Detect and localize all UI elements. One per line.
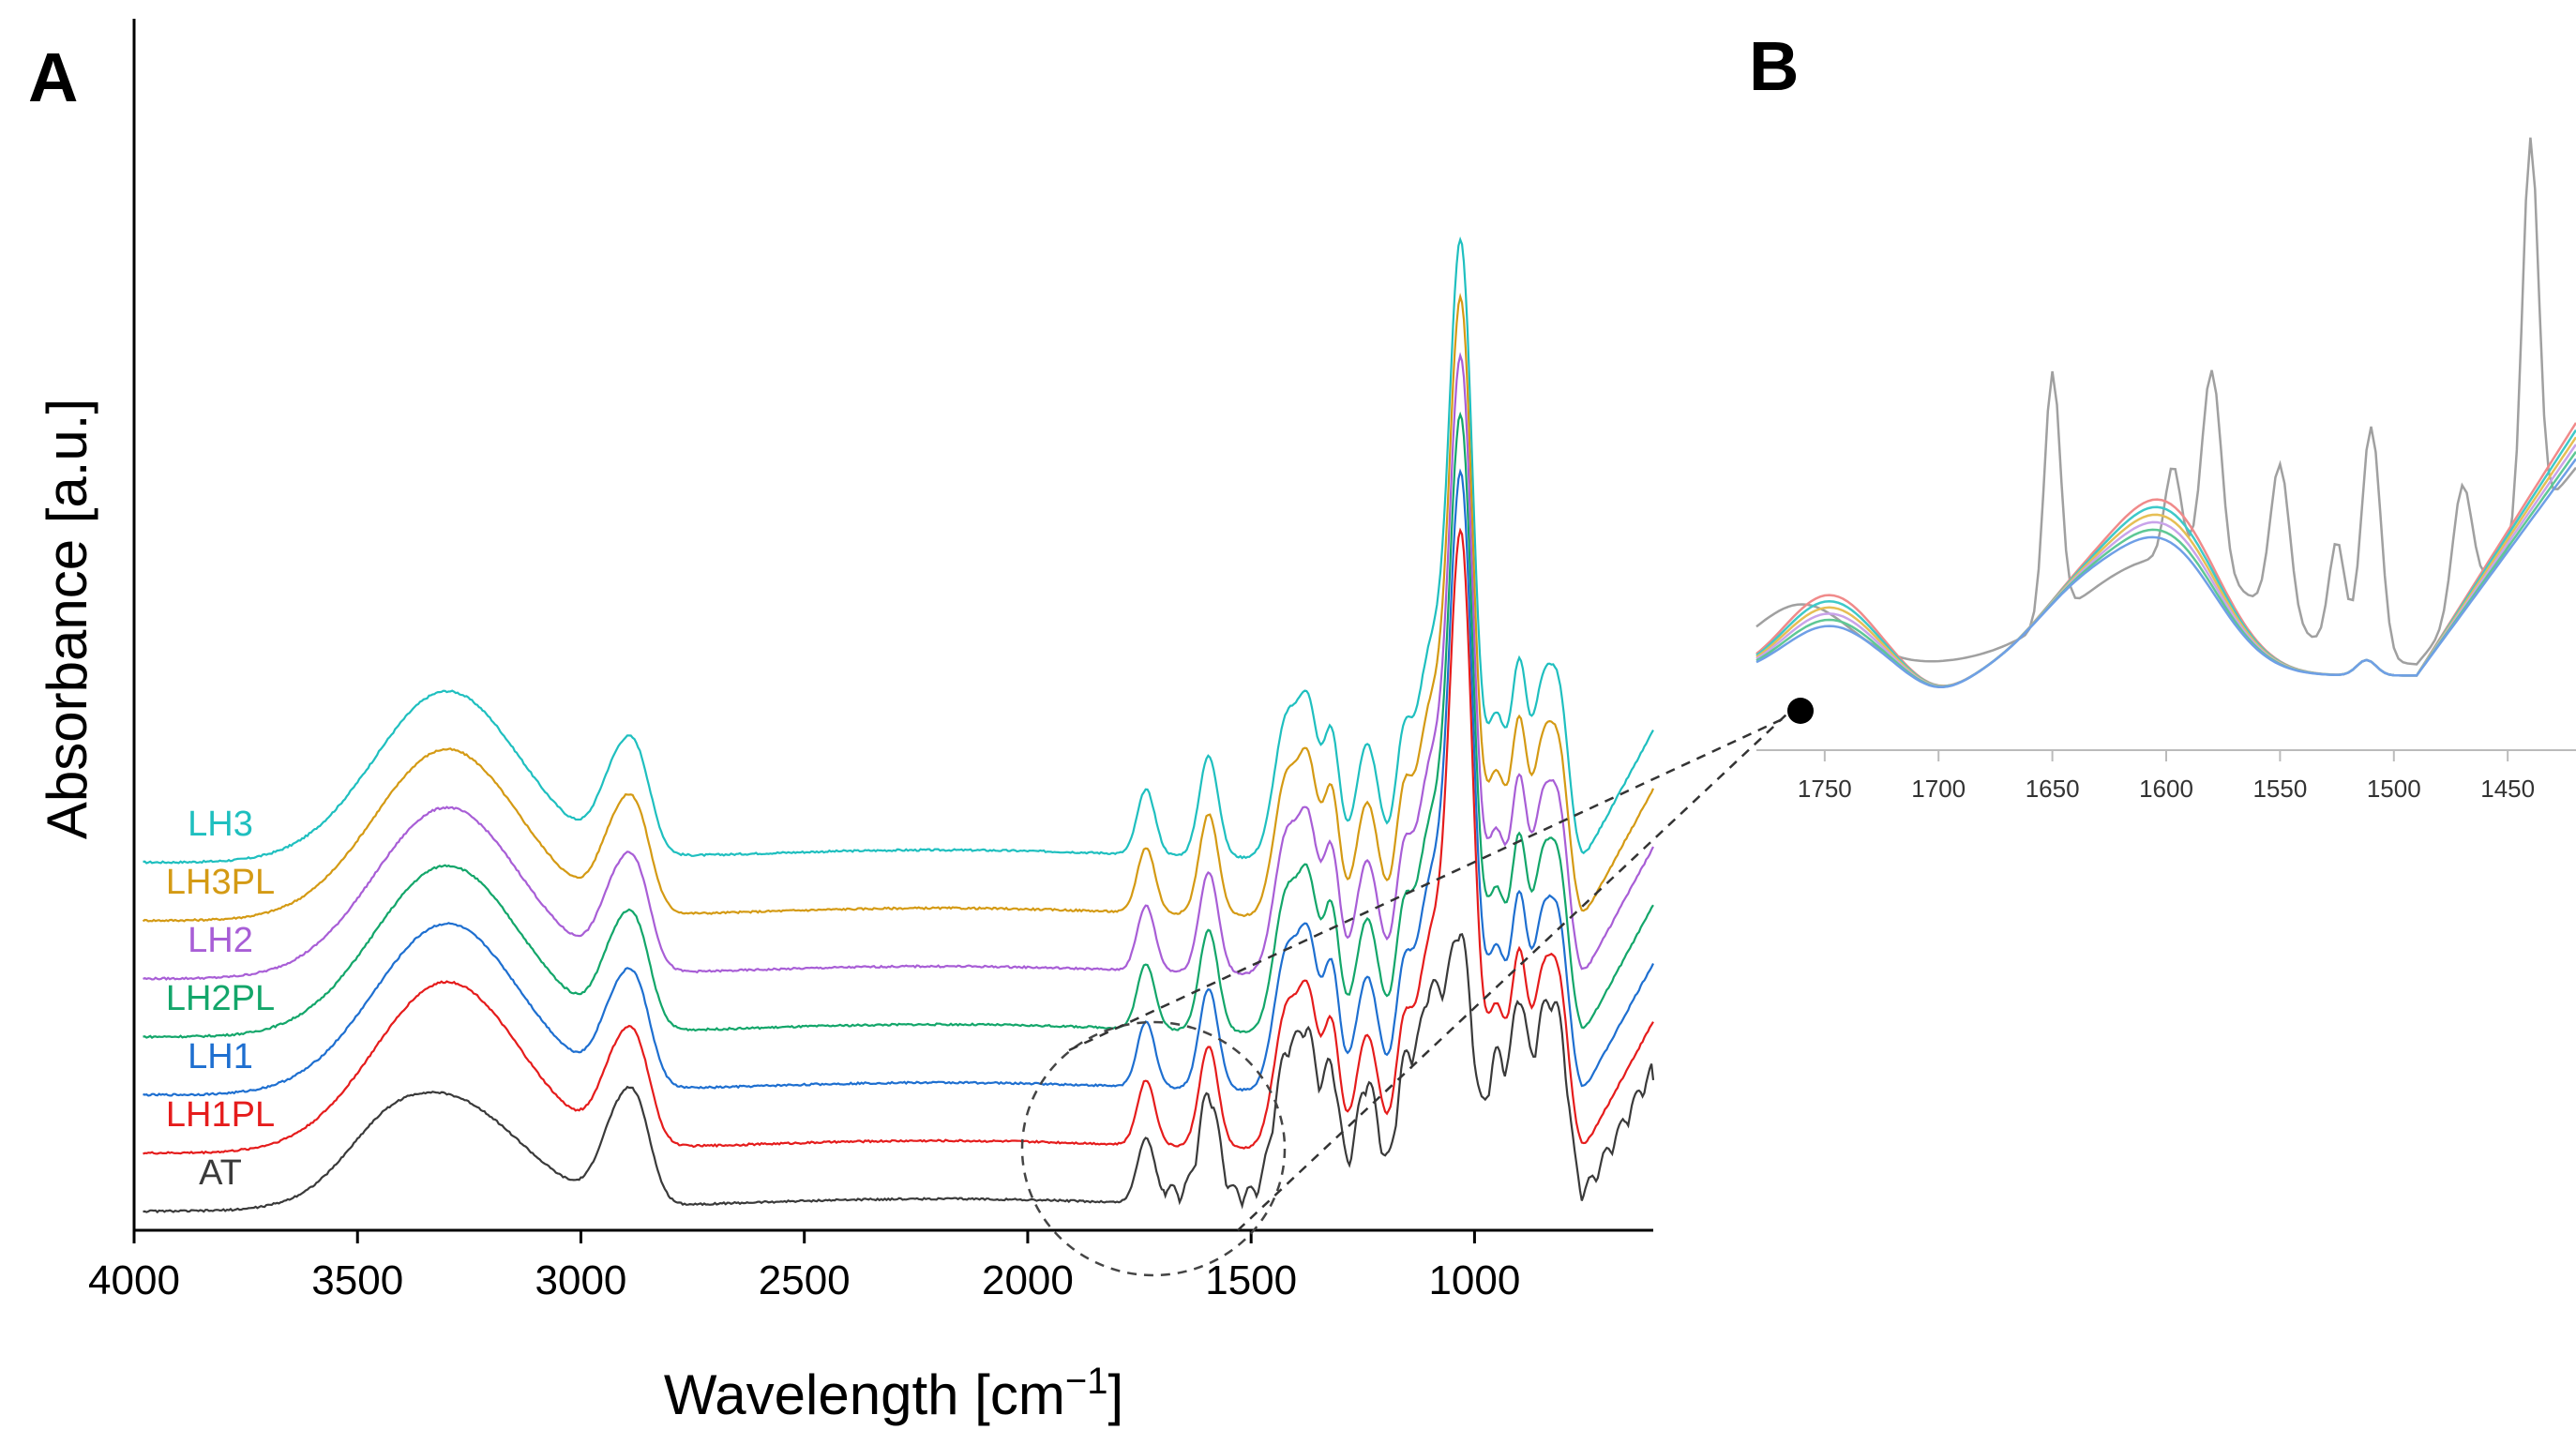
- b-x-tick-label: 1650: [2026, 775, 2080, 803]
- series-label-at: AT: [199, 1153, 242, 1193]
- series-line-lh2: [143, 352, 1654, 982]
- x-tick-label: 1500: [1205, 1257, 1297, 1303]
- b-x-tick-label: 1700: [1911, 775, 1966, 803]
- series-line-lh1pl: [143, 527, 1654, 1155]
- zoom-anchor-dot: [1787, 698, 1814, 724]
- series-label-lh1pl: LH1PL: [166, 1095, 275, 1135]
- b-x-tick-label: 1600: [2139, 775, 2193, 803]
- x-tick-label: 3500: [311, 1257, 403, 1303]
- b-x-tick-label: 1750: [1798, 775, 1852, 803]
- b-x-tick-label: 1500: [2367, 775, 2421, 803]
- x-tick-label: 2000: [982, 1257, 1074, 1303]
- series-label-lh2: LH2: [188, 921, 253, 960]
- x-tick-label: 4000: [88, 1257, 180, 1303]
- series-line-lh3: [143, 236, 1654, 865]
- x-tick-label: 2500: [759, 1257, 851, 1303]
- series-line-at: [143, 932, 1655, 1214]
- panel-a-letter: A: [28, 38, 78, 116]
- x-title-sup: −1: [1065, 1361, 1108, 1402]
- series-label-lh3: LH3: [188, 805, 253, 844]
- panel-a-chart: 4000 3500 3000 2500 2000 1500 1000 LH3 LH3PL LH2…: [88, 19, 1801, 1303]
- series-label-lh2pl: LH2PL: [166, 979, 275, 1018]
- x-tick-label: 3000: [535, 1257, 627, 1303]
- panel-b-chart: 1750 1700 1650 1600 1550 1500 1450: [1755, 137, 2576, 803]
- x-title-close: ]: [1107, 1363, 1123, 1426]
- series-line-lh2pl: [143, 411, 1654, 1039]
- zoom-circle: [1020, 1020, 1287, 1277]
- x-title-main: Wavelength [cm: [664, 1363, 1065, 1426]
- b-x-tick-label: 1550: [2252, 775, 2307, 803]
- panel-a-y-axis-title: Absorbance [a.u.]: [36, 399, 98, 839]
- b-x-tick-label: 1450: [2480, 775, 2535, 803]
- series-label-lh3pl: LH3PL: [166, 863, 275, 902]
- series-line-lh3pl: [142, 293, 1655, 923]
- series-line-lh1: [143, 468, 1654, 1097]
- panel-b-letter: B: [1749, 27, 1799, 105]
- x-tick-label: 1000: [1428, 1257, 1520, 1303]
- panel-a-x-axis-title: Wavelength [cm−1]: [664, 1361, 1123, 1426]
- b-series-line: [1755, 458, 2576, 689]
- series-label-lh1: LH1: [188, 1037, 253, 1076]
- zoom-leader-lower: [1237, 714, 1787, 1231]
